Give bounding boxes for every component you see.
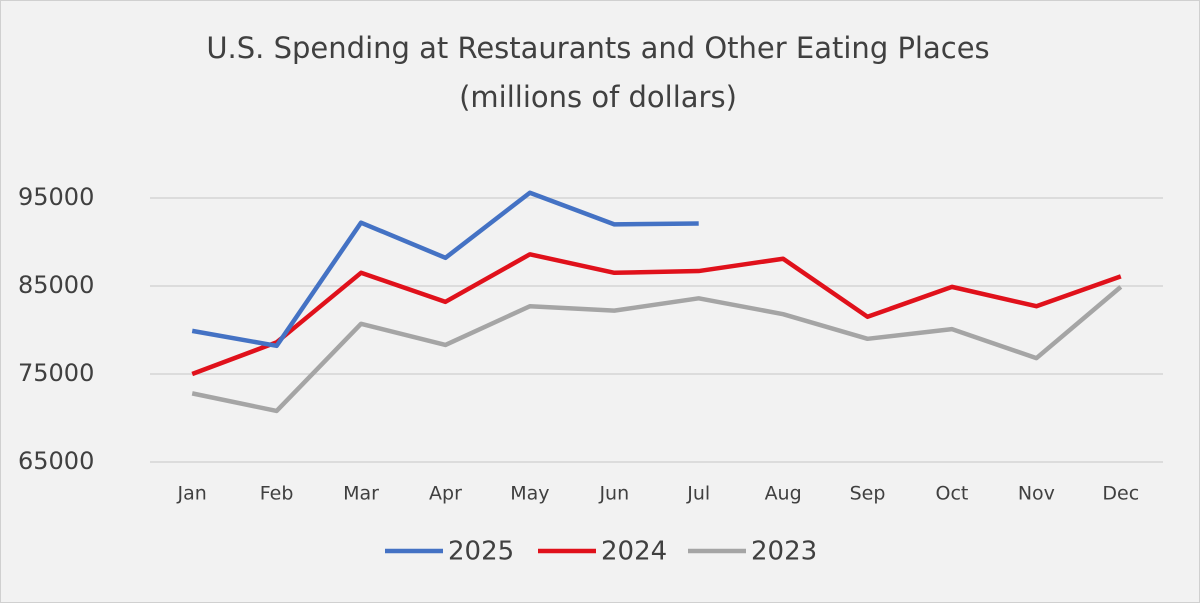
series-line <box>191 190 699 349</box>
x-tick-label: Jul <box>686 483 710 505</box>
x-tick-label: Jan <box>177 483 207 505</box>
y-tick-label: 85000 <box>18 271 94 299</box>
x-tick-label: Feb <box>260 483 294 505</box>
chart-subtitle: (millions of dollars) <box>459 80 737 114</box>
legend-label: 2023 <box>751 537 817 567</box>
series-line <box>191 285 1123 414</box>
x-tick-label: Aug <box>765 483 802 505</box>
x-tick-label: May <box>510 483 549 505</box>
x-tick-label: Oct <box>936 483 969 505</box>
y-tick-label: 75000 <box>18 359 94 387</box>
x-tick-label: Mar <box>343 483 379 505</box>
x-tick-label: Dec <box>1102 483 1139 505</box>
series-line <box>191 252 1122 377</box>
legend-label: 2024 <box>601 537 667 567</box>
x-tick-label: Nov <box>1018 483 1055 505</box>
y-tick-label: 95000 <box>18 183 94 211</box>
x-tick-label: Sep <box>850 483 886 505</box>
legend-label: 2025 <box>448 537 514 567</box>
x-tick-label: Apr <box>429 483 462 505</box>
chart-title: U.S. Spending at Restaurants and Other E… <box>206 31 989 65</box>
y-tick-label: 65000 <box>18 447 94 475</box>
x-tick-label: Jun <box>598 483 629 505</box>
